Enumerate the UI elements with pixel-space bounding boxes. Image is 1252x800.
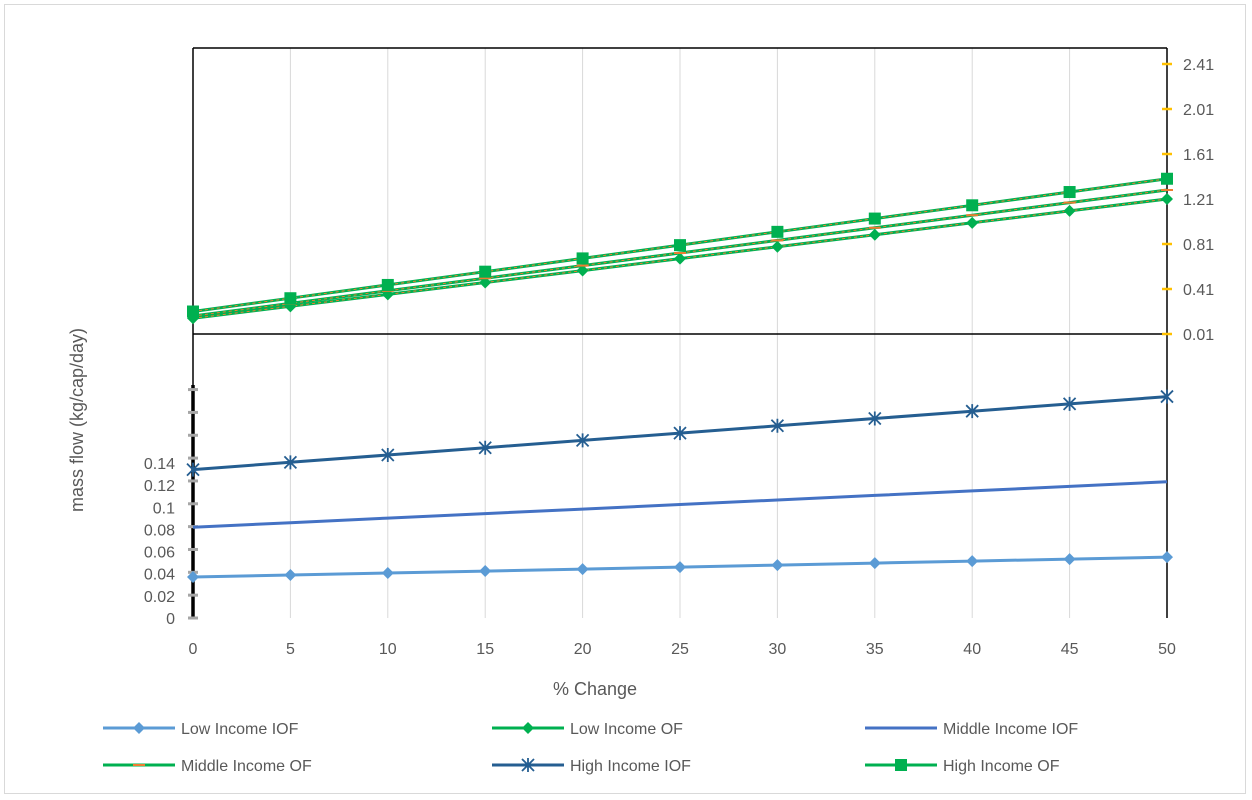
- y-left-tick-label: 0.12: [144, 478, 175, 495]
- legend-swatch-marker: [133, 722, 145, 734]
- series-line-overlay: [192, 189, 1168, 317]
- x-tick-label: 30: [769, 641, 787, 658]
- data-point: [966, 555, 979, 568]
- y-left-tick-label: 0.06: [144, 545, 175, 562]
- data-point: [965, 404, 979, 419]
- legend-item: High Income OF: [865, 758, 1060, 775]
- y-right-tick-label: 1.61: [1183, 147, 1214, 164]
- series-high-income-iof: [186, 389, 1174, 477]
- data-point: [868, 212, 881, 225]
- chart-frame: 0 5 10 15 20 25 30 35 40 45 50 0 0.02 0.04 0.06 0.08 0.1…: [4, 4, 1246, 794]
- gridlines: [289, 48, 1168, 618]
- data-point: [868, 411, 882, 426]
- data-point: [283, 455, 298, 470]
- data-point: [673, 426, 687, 441]
- x-tick-label: 50: [1158, 641, 1176, 658]
- data-point: [284, 292, 297, 305]
- legend-item: Low Income IOF: [103, 721, 299, 738]
- legend-label: High Income IOF: [570, 758, 691, 775]
- data-point: [1062, 396, 1077, 411]
- legend-item: Low Income OF: [492, 721, 683, 738]
- data-point: [381, 567, 394, 580]
- data-point: [674, 561, 686, 574]
- legend-label: Low Income OF: [570, 721, 683, 738]
- data-point: [1161, 193, 1173, 205]
- legend: Low Income IOF Low Income OF Middle Income…: [103, 721, 1078, 775]
- y-right-tick-label: 0.81: [1183, 237, 1214, 254]
- x-tick-label: 25: [671, 641, 689, 658]
- data-point: [284, 569, 297, 582]
- data-point: [381, 448, 395, 463]
- series-layer: [186, 172, 1174, 584]
- chart-svg: 0 5 10 15 20 25 30 35 40 45 50 0 0.02 0.04 0.06 0.08 0.1…: [67, 47, 1214, 775]
- y-left-tick-label: 0.14: [144, 456, 175, 473]
- data-point: [1063, 186, 1076, 199]
- legend-item: Middle Income IOF: [865, 721, 1078, 738]
- legend-label: Low Income IOF: [181, 721, 299, 738]
- data-point: [576, 252, 589, 265]
- x-tick-label: 15: [476, 641, 494, 658]
- series-high-income-of: [187, 172, 1173, 318]
- x-tick-label: 5: [286, 641, 295, 658]
- data-point: [770, 418, 785, 433]
- x-tick-label: 0: [189, 641, 198, 658]
- y-right-tick-label: 1.21: [1183, 192, 1214, 209]
- data-point: [381, 278, 394, 291]
- data-point: [966, 216, 979, 229]
- x-tick-label: 40: [963, 641, 981, 658]
- y-left-tick-label: 0.04: [144, 567, 175, 584]
- data-point: [1160, 389, 1174, 404]
- legend-label: Middle Income OF: [181, 758, 312, 775]
- y-right-tick-label: 0.41: [1183, 282, 1214, 299]
- x-tick-label: 45: [1061, 641, 1079, 658]
- data-point: [576, 264, 589, 277]
- y-axis-title: mass flow (kg/cap/day): [67, 328, 87, 512]
- data-point: [771, 240, 784, 253]
- legend-item: Middle Income OF: [103, 758, 312, 775]
- data-point: [868, 228, 881, 241]
- data-point: [575, 433, 590, 448]
- legend-label: Middle Income IOF: [943, 721, 1078, 738]
- series-line-overlay: [192, 178, 1168, 312]
- data-point: [186, 462, 200, 477]
- x-tick-label: 35: [866, 641, 884, 658]
- legend-swatch-marker: [895, 759, 907, 771]
- data-point: [187, 571, 199, 584]
- legend-item: High Income IOF: [492, 758, 691, 775]
- data-point: [674, 239, 686, 252]
- y-left-tick-label: 0.02: [144, 589, 175, 606]
- data-point: [1063, 553, 1076, 566]
- legend-label: High Income OF: [943, 758, 1060, 775]
- data-point: [479, 265, 492, 278]
- data-point: [771, 559, 784, 572]
- legend-swatch-marker: [522, 722, 534, 734]
- data-point: [1161, 172, 1173, 185]
- series-line: [192, 480, 1168, 529]
- y-right-tick-label: 2.41: [1183, 57, 1214, 74]
- y-left-tick-label: 0.08: [144, 522, 175, 539]
- data-point: [868, 557, 881, 570]
- series-low-income-iof: [187, 551, 1173, 584]
- y-right-tick-label: 0.01: [1183, 327, 1214, 344]
- x-tick-label: 10: [379, 641, 397, 658]
- data-point: [966, 199, 979, 212]
- data-point: [187, 305, 199, 318]
- data-point: [478, 440, 492, 455]
- x-tick-label: 20: [574, 641, 592, 658]
- y-left-tick-label: 0: [166, 611, 175, 628]
- y-right-tick-label: 2.01: [1183, 102, 1214, 119]
- data-point: [771, 225, 784, 238]
- x-axis-title: % Change: [553, 679, 637, 699]
- data-point: [576, 563, 589, 576]
- data-point: [479, 565, 492, 578]
- y-left-tick-label: 0.1: [153, 500, 175, 517]
- legend-swatch-marker: [521, 758, 535, 772]
- data-point: [674, 252, 686, 265]
- data-point: [1063, 204, 1076, 217]
- series-middle-income-iof: [192, 480, 1168, 529]
- tick-labels: 0 5 10 15 20 25 30 35 40 45 50 0 0.02 0.04 0.06 0.08 0.1…: [144, 57, 1214, 658]
- data-point: [1161, 551, 1173, 564]
- series-line-overlay: [192, 198, 1168, 319]
